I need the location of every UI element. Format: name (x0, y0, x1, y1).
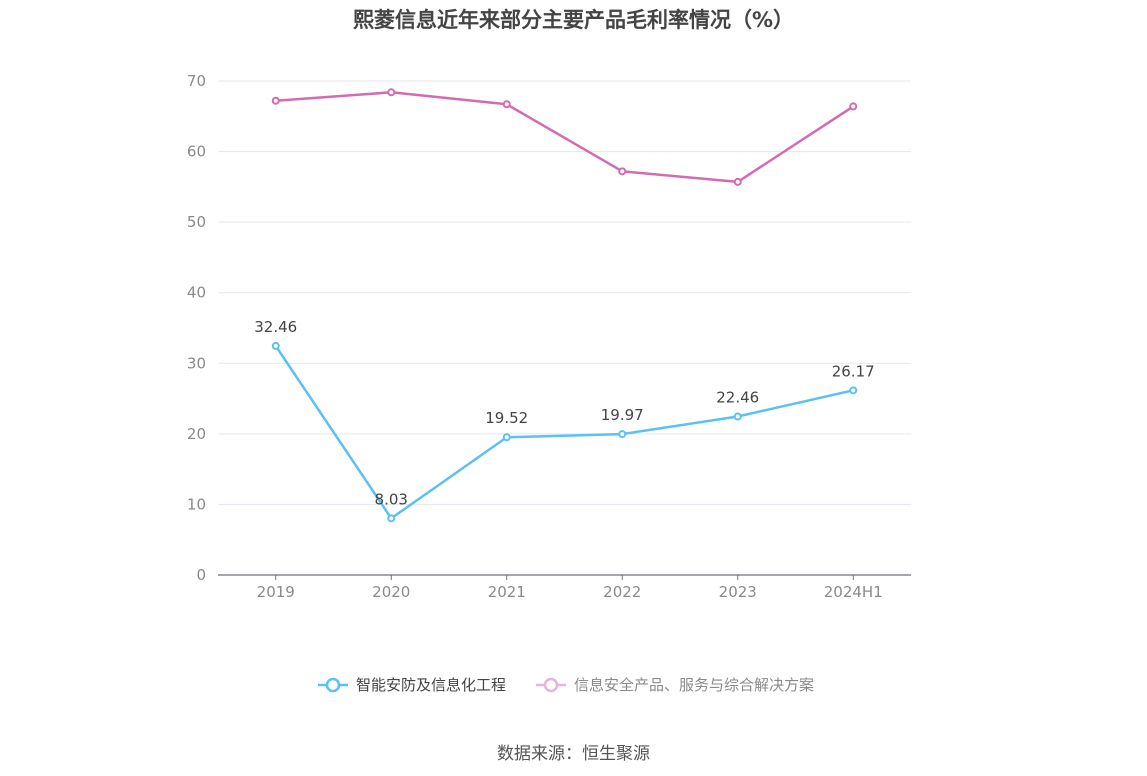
data-point[interactable] (271, 341, 280, 350)
data-point[interactable] (387, 88, 396, 97)
data-point[interactable] (618, 167, 627, 176)
y-tick-label: 70 (187, 72, 206, 90)
x-tick-label: 2022 (603, 583, 641, 601)
legend-item-1[interactable]: 智能安防及信息化工程 (318, 676, 506, 694)
data-label: 26.17 (832, 362, 875, 380)
data-label: 19.97 (601, 406, 644, 424)
legend-item-2[interactable]: 信息安全产品、服务与综合解决方案 (536, 676, 814, 694)
x-tick-label: 2019 (257, 583, 295, 601)
legend-label: 智能安防及信息化工程 (356, 676, 506, 694)
axes: 0 10 20 30 40 50 60 70 2019 2020 2021 2022 2023 2024H… (187, 72, 911, 601)
data-point[interactable] (733, 177, 742, 186)
series-lines (271, 88, 858, 523)
legend: 智能安防及信息化工程 信息安全产品、服务与综合解决方案 (318, 676, 814, 694)
y-tick-label: 0 (196, 566, 206, 584)
legend-label: 信息安全产品、服务与综合解决方案 (574, 676, 814, 694)
y-tick-label: 60 (187, 143, 206, 161)
data-label: 32.46 (254, 318, 297, 336)
legend-swatch-marker (543, 677, 559, 693)
series-line-1 (274, 345, 854, 520)
data-label: 8.03 (375, 490, 408, 508)
x-tick-label: 2021 (488, 583, 526, 601)
data-labels: 32.46 8.03 19.52 19.97 22.46 26.17 (254, 318, 874, 508)
data-point[interactable] (387, 514, 396, 523)
data-label: 22.46 (716, 388, 759, 406)
data-point[interactable] (849, 102, 858, 111)
y-tick-label: 10 (187, 495, 206, 513)
x-tick-label: 2023 (719, 583, 757, 601)
data-point[interactable] (849, 386, 858, 395)
data-point[interactable] (502, 100, 511, 109)
y-tick-label: 20 (187, 425, 206, 443)
x-tick-label: 2020 (372, 583, 410, 601)
series-line-2 (275, 91, 854, 184)
data-point[interactable] (271, 96, 280, 105)
y-tick-label: 40 (187, 284, 206, 302)
data-point[interactable] (733, 412, 742, 421)
x-tick-label: 2024H1 (824, 583, 883, 601)
data-point[interactable] (618, 430, 627, 439)
data-label: 19.52 (485, 409, 528, 427)
y-tick-label: 50 (187, 213, 206, 231)
legend-swatch-marker (325, 677, 341, 693)
data-point[interactable] (502, 433, 511, 442)
y-tick-label: 30 (187, 354, 206, 372)
grid-lines (218, 80, 911, 505)
chart-title: 熙菱信息近年来部分主要产品毛利率情况（%） (352, 8, 795, 32)
source-note: 数据来源：恒生聚源 (497, 744, 650, 764)
